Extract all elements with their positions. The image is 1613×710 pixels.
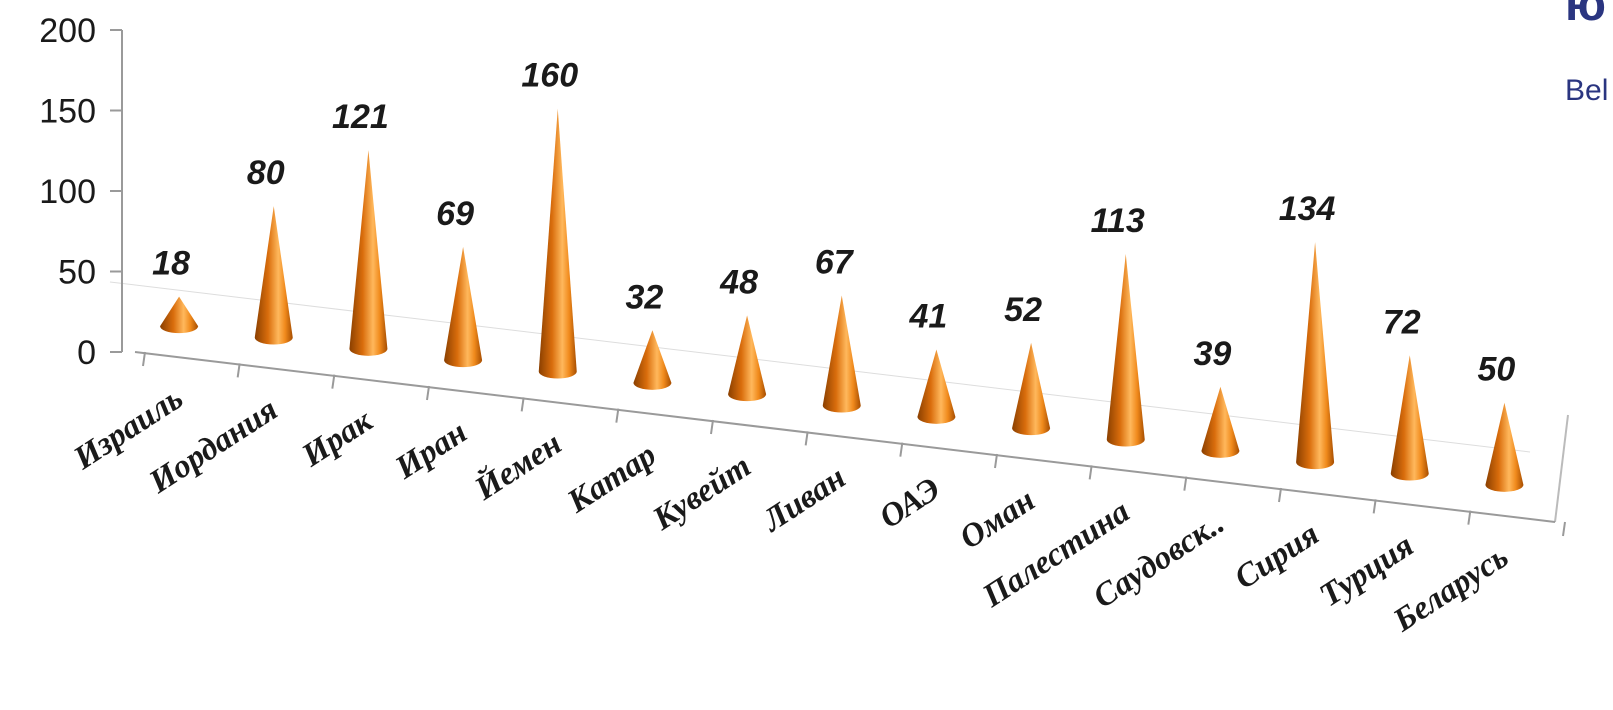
cone-body xyxy=(728,315,767,402)
axes xyxy=(110,29,1569,537)
cone-body xyxy=(1012,342,1051,436)
data-label: 121 xyxy=(332,98,389,136)
data-label: 18 xyxy=(152,245,190,283)
y-tick-label: 100 xyxy=(39,173,96,211)
data-label: 41 xyxy=(909,298,948,336)
x-tick-mark xyxy=(615,408,620,423)
x-tick-mark xyxy=(1562,521,1566,537)
cone xyxy=(633,330,672,390)
cone xyxy=(1390,355,1429,481)
cone-body xyxy=(822,295,861,413)
y-tick-label: 200 xyxy=(39,12,96,50)
x-tick-mark xyxy=(804,431,809,446)
cone xyxy=(1012,342,1051,436)
x-tick-mark xyxy=(331,374,336,389)
data-label: 48 xyxy=(719,263,758,301)
category-label: ОАЭ xyxy=(873,471,946,536)
category-label: Йемен xyxy=(467,424,568,508)
category-label: Кувейт xyxy=(646,448,758,538)
data-label: 160 xyxy=(521,57,578,95)
logo: ю Bel xyxy=(1565,0,1608,107)
cone xyxy=(444,246,483,368)
cone xyxy=(254,206,293,345)
x-tick-mark xyxy=(899,442,904,457)
cone-body xyxy=(349,150,388,356)
cone-body xyxy=(917,349,956,424)
data-label: 32 xyxy=(626,278,664,316)
data-label: 39 xyxy=(1194,335,1232,373)
cone-body xyxy=(538,108,577,379)
cone-body xyxy=(633,330,672,390)
category-label: Иран xyxy=(388,414,473,487)
cone-body xyxy=(1390,355,1429,481)
cone xyxy=(1201,386,1240,458)
cones xyxy=(160,108,1524,492)
x-tick-mark xyxy=(1467,510,1472,525)
cone xyxy=(822,295,861,413)
category-label: Оман xyxy=(954,482,1042,556)
x-tick-mark xyxy=(1278,487,1282,503)
cone-body xyxy=(254,206,293,345)
cone xyxy=(1106,253,1145,447)
cone xyxy=(917,349,956,424)
data-label: 80 xyxy=(247,154,285,192)
cone-body xyxy=(444,246,483,368)
data-label: 69 xyxy=(436,195,474,233)
data-labels: 18 80 121 69 160 32 48 67 41 52 113 39 134 72 50 xyxy=(152,57,1515,389)
cone-body xyxy=(1296,242,1335,470)
logo-text: Bel xyxy=(1565,74,1608,107)
cone xyxy=(160,296,199,334)
y-tick-label: 0 xyxy=(77,334,96,372)
logo-mark: ю xyxy=(1565,0,1606,31)
cone xyxy=(538,108,577,379)
data-label: 67 xyxy=(815,243,855,281)
y-tick-label: 150 xyxy=(39,93,96,131)
x-tick-mark xyxy=(520,397,525,412)
x-tick-mark xyxy=(994,453,998,469)
right-wall-line xyxy=(1554,414,1569,523)
data-label: 50 xyxy=(1478,351,1516,389)
x-tick-mark xyxy=(142,351,146,367)
cone xyxy=(728,315,767,402)
cone-body xyxy=(1106,253,1145,447)
y-tick-labels: 0 50 100 150 200 xyxy=(39,12,96,372)
cone-body xyxy=(1201,386,1240,458)
x-tick-mark xyxy=(426,385,430,401)
x-tick-mark xyxy=(1088,465,1093,480)
gridline xyxy=(109,281,1531,453)
x-tick-mark xyxy=(1372,499,1377,514)
cone-body xyxy=(1485,402,1524,492)
category-label: Ирак xyxy=(295,402,380,474)
cone xyxy=(1485,402,1524,492)
gridlines xyxy=(109,281,1531,453)
data-label: 72 xyxy=(1383,303,1421,341)
category-label: Сирия xyxy=(1228,516,1325,596)
x-tick-mark xyxy=(236,363,241,378)
data-label: 134 xyxy=(1279,190,1336,228)
cone xyxy=(349,150,388,356)
cone xyxy=(1296,242,1335,470)
category-label: Ливан xyxy=(755,460,852,540)
x-tick-mark xyxy=(1183,476,1188,491)
y-tick-label: 50 xyxy=(58,254,96,292)
data-label: 52 xyxy=(1004,291,1042,329)
cone-body xyxy=(160,296,199,334)
x-axis-line xyxy=(134,351,1556,523)
data-label: 113 xyxy=(1091,202,1145,240)
x-tick-mark xyxy=(710,419,714,435)
